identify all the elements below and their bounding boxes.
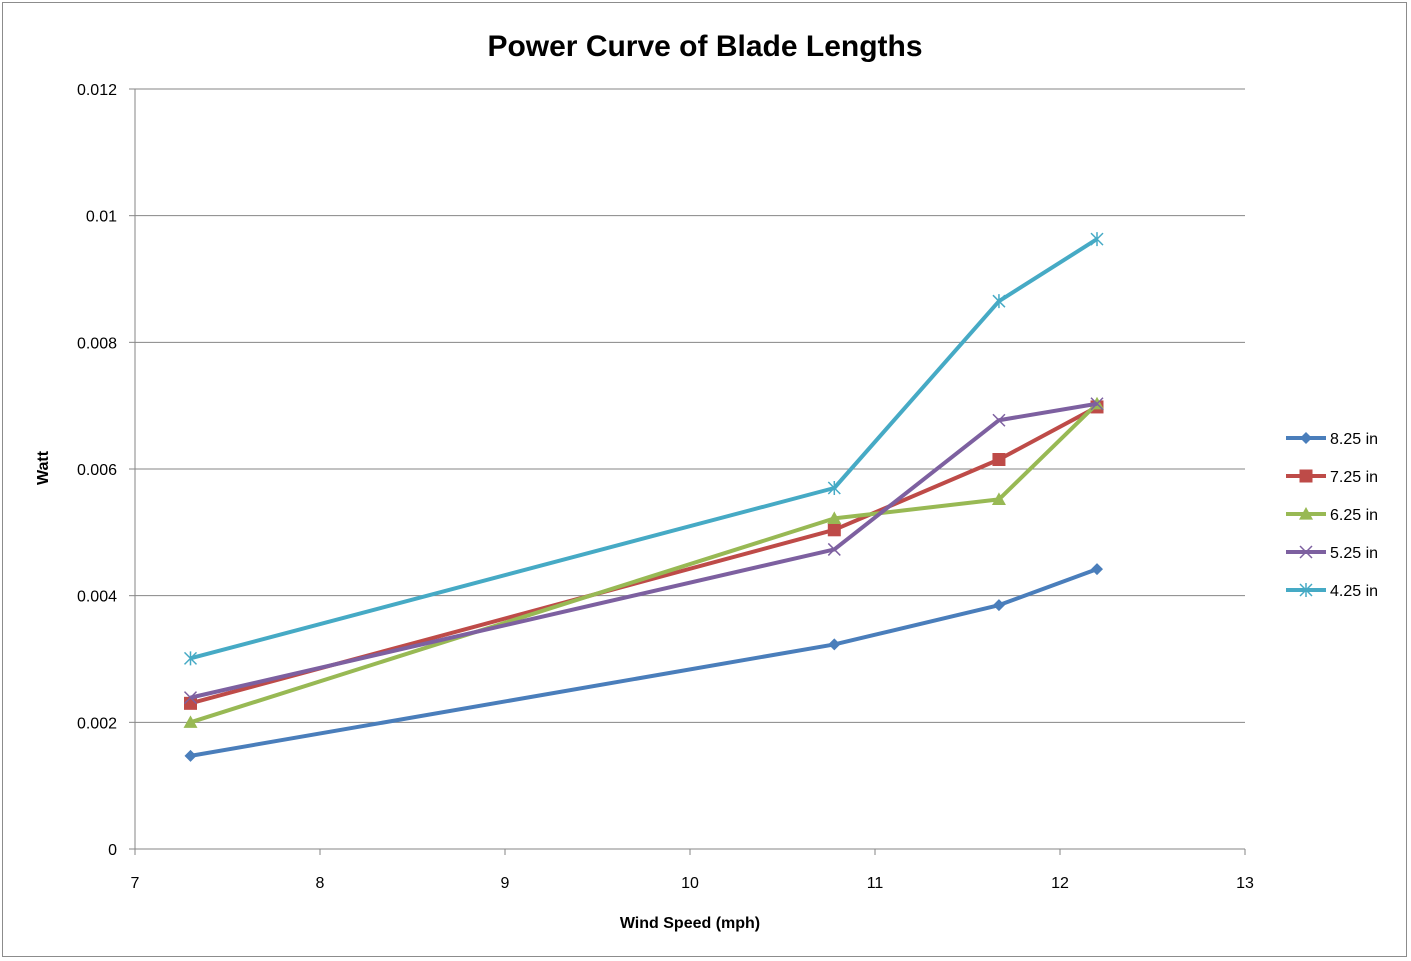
series-group xyxy=(183,232,1104,762)
legend-item: 4.25 in xyxy=(1286,583,1378,600)
x-tick-label: 11 xyxy=(867,875,884,892)
legend-label: 4.25 in xyxy=(1330,583,1378,600)
legend-label: 6.25 in xyxy=(1330,507,1378,524)
legend: 8.25 in 7.25 in 6.25 in 5.25 in 4.25 in xyxy=(1286,431,1378,600)
legend-item: 6.25 in xyxy=(1286,507,1378,524)
data-point xyxy=(184,749,197,762)
data-point xyxy=(183,715,198,728)
legend-label: 8.25 in xyxy=(1330,431,1378,448)
series-line xyxy=(189,237,1099,661)
x-tick-label: 7 xyxy=(131,875,140,892)
legend-label: 7.25 in xyxy=(1330,469,1378,486)
data-point xyxy=(1090,232,1104,247)
series-line xyxy=(189,402,1099,725)
series-line xyxy=(190,401,1098,700)
x-tick-label: 9 xyxy=(501,875,510,892)
legend-marker xyxy=(1299,507,1313,520)
legend-marker xyxy=(1299,545,1313,559)
x-tick-label: 12 xyxy=(1051,875,1069,892)
legend-item: 5.25 in xyxy=(1286,545,1378,562)
data-point xyxy=(827,481,841,495)
data-point xyxy=(184,696,197,710)
data-point xyxy=(1090,397,1104,411)
y-tick-label: 0.012 xyxy=(77,82,117,99)
data-point xyxy=(827,523,841,537)
y-tick-label: 0.002 xyxy=(77,715,117,732)
y-tick-label: 0.01 xyxy=(86,209,117,226)
y-tick-label: 0.006 xyxy=(77,462,117,479)
legend-item: 7.25 in xyxy=(1286,469,1378,486)
data-point xyxy=(991,492,1006,505)
chart-title: Power Curve of Blade Lengths xyxy=(487,30,922,63)
series-5-25-in xyxy=(183,397,1104,705)
x-axis-ticks: 7 8 9 10 11 12 13 xyxy=(131,849,1254,892)
series-4-25-in xyxy=(183,232,1104,666)
data-point xyxy=(828,638,841,651)
data-point xyxy=(827,511,842,524)
x-tick-label: 13 xyxy=(1236,875,1254,892)
legend-label: 5.25 in xyxy=(1330,545,1378,562)
y-tick-label: 0 xyxy=(108,842,117,859)
data-point xyxy=(992,453,1006,466)
series-8-25-in xyxy=(184,563,1103,762)
y-axis-ticks: 0 0.002 0.004 0.006 0.008 0.01 0.012 xyxy=(77,82,135,859)
legend-marker xyxy=(1299,583,1313,597)
y-tick-label: 0.008 xyxy=(77,335,117,352)
legend-item: 8.25 in xyxy=(1286,431,1378,448)
legend-marker xyxy=(1300,432,1312,444)
data-point xyxy=(183,691,198,705)
y-tick-label: 0.004 xyxy=(77,589,117,606)
y-axis-label: Watt xyxy=(35,450,52,485)
x-axis-label: Wind Speed (mph) xyxy=(620,915,760,932)
data-point xyxy=(183,651,198,666)
data-point xyxy=(992,294,1006,309)
data-point xyxy=(992,413,1006,427)
data-point xyxy=(1091,563,1103,576)
data-point xyxy=(827,542,841,556)
x-tick-label: 8 xyxy=(316,875,325,892)
gridlines xyxy=(135,88,1245,723)
series-line xyxy=(189,405,1098,706)
x-tick-label: 10 xyxy=(681,875,699,892)
series-line xyxy=(190,567,1098,758)
data-point xyxy=(992,599,1005,612)
legend-marker xyxy=(1299,469,1313,483)
